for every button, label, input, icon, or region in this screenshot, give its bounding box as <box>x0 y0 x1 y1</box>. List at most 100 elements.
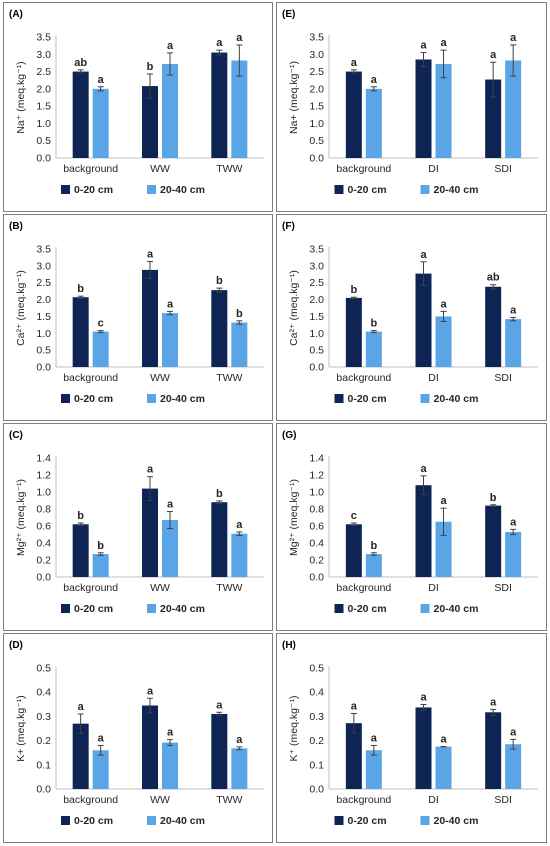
x-tick-label: WW <box>150 372 170 384</box>
y-tick-label: 3.0 <box>309 260 324 272</box>
bar-0-20cm-sdi <box>485 712 502 789</box>
y-tick-label: 1.2 <box>309 470 324 482</box>
y-tick-label: 1.5 <box>36 311 51 323</box>
chart-svg-H: (H) 0.0 0.1 0.2 0.3 0.4 0.5 K⁺ (meq.kg⁻¹) backgr… <box>282 640 538 827</box>
chart-panel-B: (B) 0.0 0.5 1.0 1.5 2.0 2.5 3.0 3.5 Ca²⁺ (meq.kg⁻… <box>3 214 273 421</box>
legend-label: 0-20 cm <box>74 393 113 405</box>
y-tick-label: 1.0 <box>309 118 324 130</box>
bar-0-20cm-background <box>72 524 89 577</box>
chart-panel-G: (G) 0.0 0.2 0.4 0.6 0.8 1.0 1.2 1.4 Mg²⁺ (meq.kg⁻… <box>276 423 547 631</box>
y-axis-label: K+ (meq.kg⁻¹) <box>15 695 27 762</box>
bar-0-20cm-background <box>345 524 362 577</box>
significance-letter: a <box>420 249 427 261</box>
y-tick-label: 0.0 <box>36 153 51 165</box>
y-tick-label: 0.1 <box>309 759 324 771</box>
y-tick-label: 2.5 <box>309 66 324 78</box>
y-tick-label: 0.6 <box>309 521 324 533</box>
x-tick-label: background <box>336 372 391 384</box>
significance-letter: a <box>236 32 243 44</box>
bar-20-40cm-di <box>435 521 452 577</box>
x-tick-label: background <box>63 163 118 175</box>
bar-20-40cm-sdi <box>505 60 522 158</box>
bar-20-40cm-sdi <box>505 744 522 789</box>
significance-letter: a <box>216 699 223 711</box>
legend-swatch <box>420 604 430 613</box>
chart-svg-F: (F) 0.0 0.5 1.0 1.5 2.0 2.5 3.0 3.5 Ca²⁺ (meq.kg⁻… <box>282 221 538 405</box>
x-tick-label: DI <box>428 372 439 384</box>
y-tick-label: 0.3 <box>309 711 324 723</box>
significance-letter: a <box>147 248 154 260</box>
significance-letter: b <box>370 540 377 552</box>
legend-swatch <box>334 816 344 825</box>
significance-letter: a <box>216 37 223 49</box>
y-tick-label: 0.8 <box>309 504 324 516</box>
bar-0-20cm-sdi <box>485 79 502 158</box>
y-tick-label: 0.2 <box>36 735 51 747</box>
x-tick-label: background <box>336 794 391 806</box>
significance-letter: a <box>167 499 174 511</box>
y-tick-label: 0.2 <box>309 735 324 747</box>
bar-20-40cm-background <box>365 554 382 577</box>
y-tick-label: 0.5 <box>36 663 51 675</box>
bar-0-20cm-tww <box>211 52 228 158</box>
y-tick-label: 0.4 <box>36 538 51 550</box>
bar-0-20cm-di <box>415 707 432 789</box>
y-tick-label: 0.2 <box>309 555 324 567</box>
y-axis-label: K⁺ (meq.kg⁻¹) <box>288 696 300 762</box>
bar-20-40cm-background <box>365 750 382 789</box>
y-axis-label: Ca²⁺ (meq.kg⁻¹) <box>288 270 300 346</box>
significance-letter: a <box>78 701 85 713</box>
significance-letter: a <box>98 74 105 86</box>
y-tick-label: 1.2 <box>36 470 51 482</box>
y-tick-label: 3.0 <box>36 49 51 61</box>
y-tick-label: 3.0 <box>36 260 51 272</box>
x-tick-label: SDI <box>494 794 512 806</box>
significance-letter: b <box>350 284 357 296</box>
y-tick-label: 0.3 <box>36 711 51 723</box>
bar-0-20cm-ww <box>142 705 158 789</box>
y-tick-label: 0.0 <box>309 784 324 796</box>
y-tick-label: 0.8 <box>36 504 51 516</box>
panel-label: (H) <box>282 640 296 651</box>
y-tick-label: 0.5 <box>309 345 324 357</box>
x-tick-label: DI <box>428 582 439 594</box>
bar-0-20cm-tww <box>211 713 228 789</box>
legend-label: 0-20 cm <box>74 815 113 827</box>
x-tick-label: background <box>63 372 118 384</box>
legend-label: 0-20 cm <box>348 184 387 196</box>
chart-panel-D: (D) 0.0 0.1 0.2 0.3 0.4 0.5 K+ (meq.kg⁻¹) backgr… <box>3 633 273 843</box>
legend-swatch <box>334 185 344 194</box>
panel-label: (D) <box>9 640 23 651</box>
x-tick-label: TWW <box>216 163 242 175</box>
bar-20-40cm-background <box>365 331 382 367</box>
significance-letter: a <box>490 696 497 708</box>
bar-20-40cm-sdi <box>505 319 522 367</box>
legend-swatch <box>334 604 344 613</box>
y-tick-label: 1.0 <box>36 487 51 499</box>
legend-label: 20-40 cm <box>160 184 205 196</box>
x-tick-label: SDI <box>494 372 512 384</box>
y-tick-label: 1.0 <box>309 328 324 340</box>
chart-svg-C: (C) 0.0 0.2 0.4 0.6 0.8 1.0 1.2 1.4 Mg²⁺ (meq.kg⁻… <box>9 430 264 615</box>
significance-letter: a <box>440 495 447 507</box>
panel-label: (F) <box>282 221 295 232</box>
significance-letter: a <box>420 40 427 52</box>
x-tick-label: background <box>336 582 391 594</box>
y-tick-label: 1.4 <box>309 453 324 465</box>
y-axis-label: Na+ (meq.kg⁻¹) <box>288 61 300 134</box>
y-tick-label: 2.5 <box>36 277 51 289</box>
y-axis-label: Na⁺ (meq.kg⁻¹) <box>15 61 27 133</box>
bar-20-40cm-tww <box>231 322 248 367</box>
x-tick-label: TWW <box>216 372 242 384</box>
x-tick-label: SDI <box>494 163 512 175</box>
y-tick-label: 3.5 <box>36 244 51 256</box>
x-tick-label: WW <box>150 163 170 175</box>
bar-0-20cm-background <box>72 297 89 367</box>
y-tick-label: 0.0 <box>309 362 324 374</box>
significance-letter: a <box>236 519 243 531</box>
y-tick-label: 0.5 <box>309 663 324 675</box>
legend-label: 20-40 cm <box>160 815 205 827</box>
y-tick-label: 0.4 <box>309 538 324 550</box>
y-tick-label: 1.0 <box>36 328 51 340</box>
legend-swatch <box>420 394 430 403</box>
